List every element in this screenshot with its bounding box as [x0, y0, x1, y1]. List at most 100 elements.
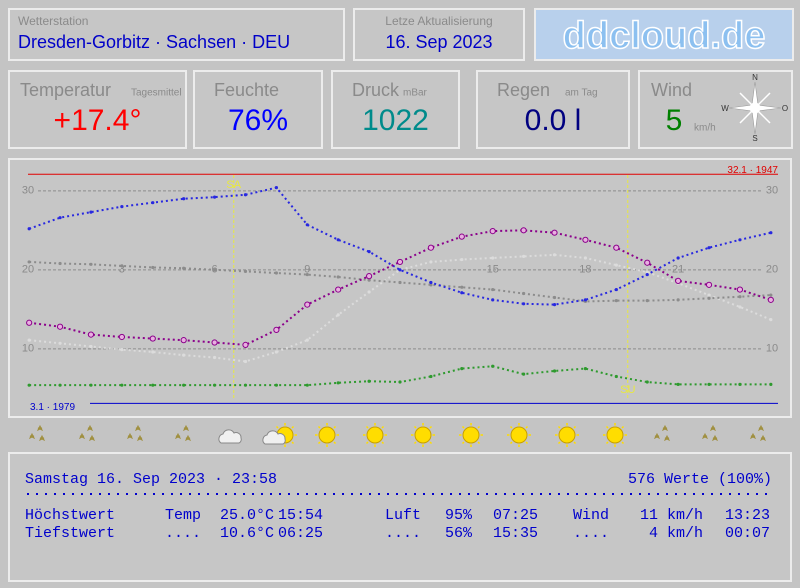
data-point	[429, 260, 433, 264]
summary-cell: 56%	[445, 525, 473, 542]
data-point	[305, 338, 309, 342]
compass-n: N	[752, 73, 758, 82]
tile-label: Wind	[651, 80, 692, 100]
y2-tick-label: 20	[766, 264, 778, 276]
tile-label: Regen	[497, 80, 550, 100]
summary-cell: 11 km/h	[640, 507, 703, 524]
chart-panel	[8, 158, 792, 418]
data-point	[769, 318, 773, 322]
data-point	[120, 348, 124, 352]
station-name: Dresden-Gorbitz · Sachsen · DEU	[18, 32, 290, 52]
data-point	[27, 260, 31, 264]
tile-unit: km/h	[694, 123, 716, 134]
logo-box[interactable]	[534, 8, 794, 61]
data-point	[767, 296, 774, 303]
data-point	[552, 253, 557, 257]
sun-label: SU	[620, 384, 635, 396]
data-point	[27, 383, 31, 387]
data-point	[335, 286, 342, 293]
data-point	[274, 350, 278, 354]
data-point	[614, 263, 618, 267]
x-tick-label: 3	[119, 264, 125, 276]
data-point	[56, 323, 64, 330]
summary-cell: Höchstwert	[25, 507, 115, 524]
data-point	[491, 287, 495, 292]
data-point	[212, 383, 217, 387]
logo[interactable]: ddcloud.de	[562, 14, 766, 58]
data-point	[120, 205, 124, 209]
x-tick-label: 21	[672, 264, 684, 276]
data-point	[242, 341, 249, 348]
summary-cell: ....	[165, 525, 201, 542]
data-point	[26, 319, 33, 326]
data-point	[552, 369, 557, 373]
summary-cell: 13:23	[725, 507, 770, 524]
update-date: 16. Sep 2023	[385, 32, 492, 52]
data-point	[336, 275, 340, 279]
data-point	[613, 244, 620, 251]
data-point	[273, 326, 280, 333]
data-point	[305, 383, 309, 387]
data-point	[367, 290, 371, 294]
data-point	[491, 256, 495, 260]
data-point	[365, 273, 373, 280]
data-point	[769, 293, 773, 297]
data-point	[491, 364, 495, 368]
tile-value: 1022	[362, 104, 429, 137]
data-point	[644, 259, 651, 266]
data-point	[398, 268, 402, 272]
data-point	[212, 355, 217, 360]
tile-label: Druck	[352, 80, 400, 100]
summary-cell: 4 km/h	[649, 525, 703, 542]
data-point	[243, 359, 248, 364]
tiles: Temperatur Tagesmittel +17.4° Feuchte 76% Dru…	[8, 70, 793, 149]
tile	[476, 70, 630, 149]
tile-label: Feuchte	[214, 80, 279, 100]
summary-cell: ....	[385, 525, 421, 542]
data-point	[645, 299, 649, 303]
data-point	[367, 250, 371, 254]
y-tick-label: 30	[22, 185, 34, 197]
data-point	[58, 216, 62, 220]
data-point	[27, 227, 31, 231]
tile-sublabel: Tagesmittel	[131, 88, 182, 99]
data-point	[429, 283, 433, 287]
data-point	[736, 286, 744, 293]
data-point	[738, 305, 742, 309]
data-point	[522, 372, 526, 376]
data-point	[676, 298, 680, 302]
data-point	[89, 344, 93, 349]
data-point	[676, 256, 680, 260]
summary-cell: 25.0°C	[220, 507, 274, 524]
summary-cell: ....	[573, 525, 609, 542]
data-point	[243, 269, 248, 274]
data-point	[522, 254, 526, 258]
data-point	[614, 299, 618, 303]
data-point	[58, 261, 62, 266]
data-point	[396, 258, 404, 266]
data-point	[305, 272, 309, 277]
data-point	[614, 374, 618, 379]
data-point	[769, 231, 773, 235]
data-point	[707, 246, 711, 250]
data-point	[89, 262, 93, 266]
tile	[193, 70, 323, 149]
data-point	[336, 238, 340, 242]
summary-cell: 15:54	[278, 507, 323, 524]
summary-count: 576 Werte (100%)	[628, 471, 772, 488]
data-point	[427, 244, 435, 251]
summary-cell: 15:35	[493, 525, 538, 542]
summary-cell: Temp	[165, 507, 201, 524]
data-point	[118, 333, 125, 341]
tile-value: 5	[666, 104, 683, 137]
tile-sublabel: am Tag	[565, 88, 598, 99]
data-point	[675, 277, 682, 284]
data-point	[489, 228, 496, 235]
tile-label: Temperatur	[20, 80, 111, 100]
data-point	[211, 339, 218, 346]
data-point	[582, 236, 589, 243]
data-point	[274, 271, 278, 275]
data-point	[429, 374, 433, 379]
